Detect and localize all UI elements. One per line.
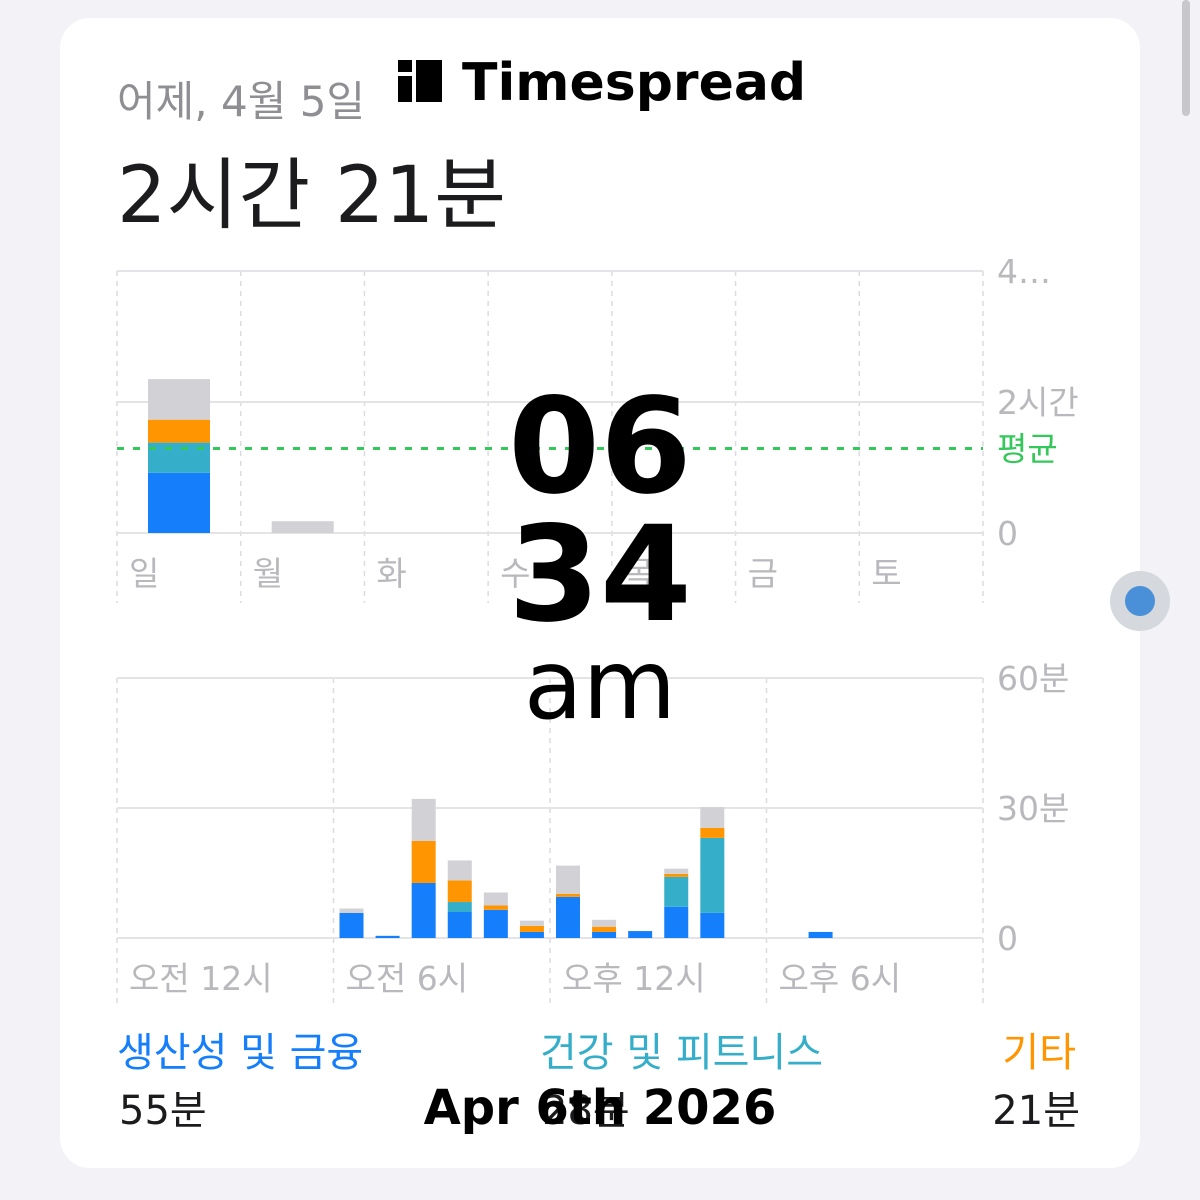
bar-segment xyxy=(339,908,364,913)
x-tick-label: 오전 6시 xyxy=(346,959,469,998)
overlay: Timespread 06 34 am xyxy=(398,53,806,741)
button-dot[interactable] xyxy=(1125,586,1155,616)
logo-part xyxy=(398,60,412,72)
bar-segment xyxy=(411,882,436,938)
bar-segment xyxy=(411,798,436,841)
bar-segment xyxy=(700,837,725,913)
card xyxy=(60,18,1140,1168)
x-tick-label: 오후 6시 xyxy=(779,959,902,998)
x-tick-label: 목 xyxy=(624,554,654,593)
bar-segment xyxy=(700,912,725,938)
bar-segment xyxy=(556,896,580,938)
bar-segment xyxy=(664,906,689,938)
bar-segment xyxy=(592,931,617,938)
bar-segment xyxy=(664,873,689,877)
date: 어제, 4월 5일 xyxy=(117,77,365,126)
y-tick-label: 30분 xyxy=(997,789,1069,828)
bar-segment xyxy=(700,827,725,838)
bar-segment xyxy=(148,472,210,533)
x-tick-label: 금 xyxy=(748,554,778,593)
hourly-chart: 60분 30분 0 오전 12시 오전 6시 오후 12시 오후 6시 xyxy=(116,659,1069,1008)
legend: 생산성 및 금융 55분 건강 및 피트니스 28분 기타 21분 xyxy=(117,1030,1080,1134)
bar-segment xyxy=(271,521,334,533)
overlay-date: Apr 6th 2026 xyxy=(424,1080,777,1136)
scrollbar[interactable] xyxy=(1182,0,1190,116)
legend-name: 기타 xyxy=(1002,1030,1076,1076)
bar-segment xyxy=(339,912,364,938)
y-tick-label: 2시간 xyxy=(997,383,1079,422)
bar-segment xyxy=(808,931,833,938)
bar-segment xyxy=(483,909,508,938)
logo-part xyxy=(416,60,442,102)
bar-segment xyxy=(447,902,472,912)
y-tick-label: 4… xyxy=(997,252,1051,291)
bar-segment xyxy=(519,925,544,932)
y-tick-label: 60분 xyxy=(997,659,1069,698)
x-tick-label: 일 xyxy=(129,554,159,593)
bar-segment xyxy=(592,919,617,927)
bar-segment xyxy=(447,860,472,881)
legend-name: 생산성 및 금융 xyxy=(117,1030,363,1076)
bar-segment xyxy=(447,912,472,938)
bar-segment xyxy=(700,807,725,828)
bar-segment xyxy=(447,880,472,903)
x-tick-label: 토 xyxy=(871,554,901,593)
bar-segment xyxy=(628,931,653,938)
x-tick-label: 오후 12시 xyxy=(562,959,706,998)
average-label: 평균 xyxy=(997,430,1058,469)
logo-part xyxy=(398,76,412,102)
legend-total: 21분 xyxy=(992,1088,1080,1134)
weekly-chart: 4… 2시간 0 일 월 화 수 목 금 토 평균 xyxy=(116,252,1079,603)
bar-segment xyxy=(519,931,544,938)
bar-segment xyxy=(519,920,544,926)
legend-name: 건강 및 피트니스 xyxy=(540,1030,823,1076)
bar-segment xyxy=(148,379,210,420)
bar-segment xyxy=(483,892,508,906)
bar-segment xyxy=(556,865,580,894)
bar-segment xyxy=(411,840,436,883)
x-tick-label: 수 xyxy=(500,554,530,593)
clock-minute: 34 xyxy=(508,498,692,652)
assistive-touch[interactable] xyxy=(1110,571,1170,631)
bar-segment xyxy=(556,893,580,897)
brand-name: Timespread xyxy=(462,53,806,113)
bar-segment xyxy=(664,876,689,907)
clock-period: am xyxy=(524,629,676,741)
bar-segment xyxy=(375,935,400,938)
bar-segment xyxy=(664,868,689,874)
bar-segment xyxy=(483,905,508,910)
y-tick-label: 0 xyxy=(997,919,1018,958)
x-tick-label: 화 xyxy=(376,554,406,593)
x-tick-label: 오전 12시 xyxy=(129,959,273,998)
clock-hour: 06 xyxy=(508,370,692,524)
total-time: 2시간 21분 xyxy=(117,151,506,241)
y-tick-label: 0 xyxy=(997,514,1018,553)
legend-total: 55분 xyxy=(119,1088,207,1134)
brand-logo xyxy=(398,60,442,102)
bar-segment xyxy=(148,419,210,443)
legend-total: 28분 xyxy=(542,1088,630,1134)
bar-segment xyxy=(592,926,617,932)
x-tick-label: 월 xyxy=(253,554,283,593)
